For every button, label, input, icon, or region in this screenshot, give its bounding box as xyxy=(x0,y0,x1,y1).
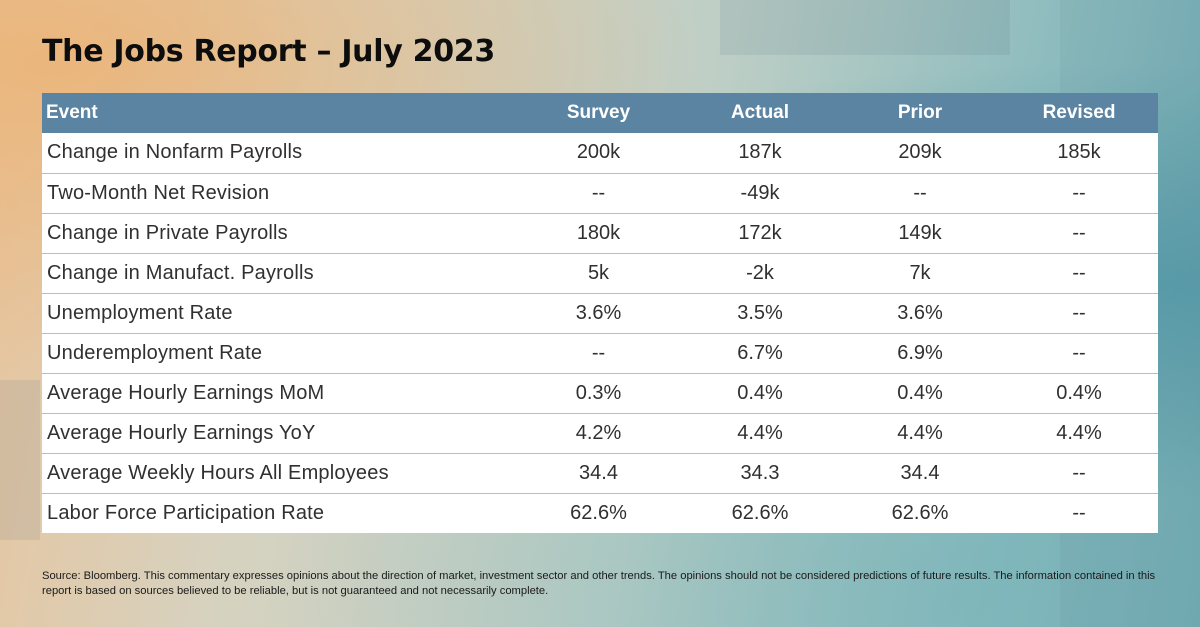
prior-cell: 3.6% xyxy=(840,293,1000,334)
header-event: Event xyxy=(46,102,98,123)
header-prior: Prior xyxy=(897,102,943,123)
table-row: Labor Force Participation Rate 62.6% 62.… xyxy=(42,493,1158,533)
survey-cell: 0.3% xyxy=(517,373,680,414)
table-row: Average Weekly Hours All Employees 34.4 … xyxy=(42,453,1158,494)
revised-cell: -- xyxy=(1072,501,1086,524)
source-footnote: Source: Bloomberg. This commentary expre… xyxy=(42,570,1156,597)
actual-cell: 172k xyxy=(680,213,840,254)
prior-cell: 34.4 xyxy=(840,453,1000,494)
prior-cell: 62.6% xyxy=(891,501,949,524)
survey-cell: 200k xyxy=(517,133,680,174)
table-row: Unemployment Rate 3.6% 3.5% 3.6% -- xyxy=(42,293,1158,334)
survey-cell: 5k xyxy=(517,253,680,294)
prior-cell: 4.4% xyxy=(840,413,1000,454)
survey-cell: 62.6% xyxy=(570,501,627,524)
event-cell: Average Weekly Hours All Employees xyxy=(42,453,517,494)
table-row: Underemployment Rate -- 6.7% 6.9% -- xyxy=(42,333,1158,374)
actual-cell: 62.6% xyxy=(731,501,789,524)
prior-cell: 6.9% xyxy=(840,333,1000,374)
prior-cell: -- xyxy=(840,173,1000,214)
actual-cell: -49k xyxy=(680,173,840,214)
revised-cell: 185k xyxy=(1000,133,1158,174)
table-row: Two-Month Net Revision -- -49k -- -- xyxy=(42,173,1158,214)
actual-cell: 187k xyxy=(680,133,840,174)
table-row: Change in Private Payrolls 180k 172k 149… xyxy=(42,213,1158,254)
table-row: Change in Manufact. Payrolls 5k -2k 7k -… xyxy=(42,253,1158,294)
actual-cell: 4.4% xyxy=(680,413,840,454)
table-row: Change in Nonfarm Payrolls 200k 187k 209… xyxy=(42,133,1158,174)
actual-cell: 6.7% xyxy=(680,333,840,374)
jobs-report-table: Event Survey Actual Prior Revised Change… xyxy=(42,93,1158,533)
survey-cell: -- xyxy=(517,333,680,374)
header-revised: Revised xyxy=(1042,102,1116,123)
survey-cell: 4.2% xyxy=(517,413,680,454)
actual-cell: 34.3 xyxy=(680,453,840,494)
event-cell: Change in Nonfarm Payrolls xyxy=(42,133,517,174)
page-title: The Jobs Report – July 2023 xyxy=(42,34,495,69)
actual-cell: -2k xyxy=(680,253,840,294)
event-cell: Average Hourly Earnings YoY xyxy=(42,413,517,454)
revised-cell: -- xyxy=(1000,213,1158,254)
revised-cell: -- xyxy=(1000,293,1158,334)
event-cell: Two-Month Net Revision xyxy=(42,173,517,214)
header-survey: Survey xyxy=(566,102,631,123)
event-cell: Change in Private Payrolls xyxy=(42,213,517,254)
event-cell: Change in Manufact. Payrolls xyxy=(42,253,517,294)
survey-cell: 3.6% xyxy=(517,293,680,334)
event-cell: Labor Force Participation Rate xyxy=(47,501,325,524)
survey-cell: 180k xyxy=(517,213,680,254)
revised-cell: -- xyxy=(1000,173,1158,214)
revised-cell: -- xyxy=(1000,253,1158,294)
revised-cell: 4.4% xyxy=(1000,413,1158,454)
survey-cell: -- xyxy=(517,173,680,214)
revised-cell: -- xyxy=(1000,333,1158,374)
table-row: Average Hourly Earnings YoY 4.2% 4.4% 4.… xyxy=(42,413,1158,454)
prior-cell: 0.4% xyxy=(840,373,1000,414)
revised-cell: 0.4% xyxy=(1000,373,1158,414)
prior-cell: 149k xyxy=(840,213,1000,254)
survey-cell: 34.4 xyxy=(517,453,680,494)
event-cell: Unemployment Rate xyxy=(42,293,517,334)
event-cell: Underemployment Rate xyxy=(42,333,517,374)
actual-cell: 0.4% xyxy=(680,373,840,414)
revised-cell: -- xyxy=(1000,453,1158,494)
prior-cell: 209k xyxy=(840,133,1000,174)
actual-cell: 3.5% xyxy=(680,293,840,334)
prior-cell: 7k xyxy=(840,253,1000,294)
event-cell: Average Hourly Earnings MoM xyxy=(42,373,517,414)
table-header-row: Event Survey Actual Prior Revised xyxy=(42,93,1158,133)
header-actual: Actual xyxy=(730,102,790,123)
table-row: Average Hourly Earnings MoM 0.3% 0.4% 0.… xyxy=(42,373,1158,414)
